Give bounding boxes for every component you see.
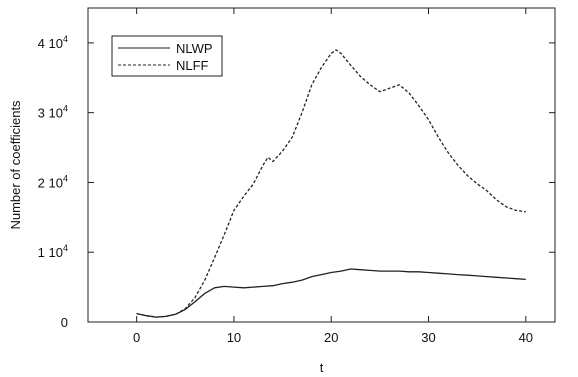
x-tick-label-4: 40 xyxy=(519,330,533,345)
y-tick-label-2: 2 104 xyxy=(38,173,68,190)
x-tick-label-2: 20 xyxy=(324,330,338,345)
x-axis-label: t xyxy=(320,360,324,375)
y-axis: 0 1 104 2 104 3 104 4 104 xyxy=(38,34,555,330)
series-line-nlff xyxy=(136,49,526,318)
series-line-nlwp xyxy=(136,268,526,318)
y-tick-label-1: 1 104 xyxy=(38,243,68,260)
y-tick-label-3: 3 104 xyxy=(38,104,68,121)
x-axis: 0 10 20 30 40 xyxy=(133,8,533,345)
y-tick-label-0: 0 xyxy=(61,315,68,330)
series-layer xyxy=(136,49,526,318)
x-tick-label-1: 10 xyxy=(227,330,241,345)
legend-box xyxy=(111,35,223,77)
plot-frame xyxy=(87,7,556,323)
legend: NLWP NLFF xyxy=(111,35,223,77)
x-tick-label-0: 0 xyxy=(133,330,140,345)
legend-label-nlff: NLFF xyxy=(176,58,209,73)
y-tick-label-4: 4 104 xyxy=(38,34,68,51)
x-tick-label-3: 30 xyxy=(421,330,435,345)
y-axis-label: Number of coefficients xyxy=(8,100,23,230)
legend-label-nlwp: NLWP xyxy=(176,41,213,56)
